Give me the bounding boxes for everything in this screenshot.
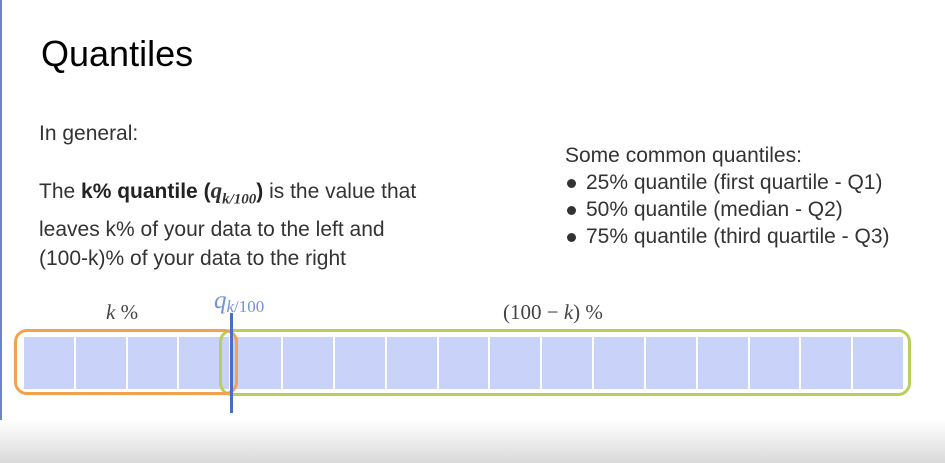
definition-close-paren: ) <box>256 180 264 203</box>
quantile-marker-label: qk/100 <box>214 287 264 317</box>
left-label-unit: % <box>115 300 139 324</box>
list-item: 75% quantile (third quartile - Q3) <box>565 223 890 250</box>
data-cell <box>231 337 284 389</box>
quantile-symbol: qk/100 <box>210 178 257 208</box>
slide-title: Quantiles <box>41 33 194 74</box>
data-cell <box>749 337 802 389</box>
quantile-marker-sub-var: k <box>226 297 235 317</box>
quantile-symbol-subscript: k/100 <box>222 191 257 208</box>
data-cell <box>645 337 698 389</box>
data-bar <box>24 337 904 389</box>
quantile-marker-sub-rest: /100 <box>234 297 265 317</box>
list-item: 50% quantile (median - Q2) <box>565 196 890 223</box>
quantile-line <box>230 313 233 413</box>
data-cell <box>542 337 595 389</box>
right-portion-label: (100 − k) % <box>503 300 603 325</box>
definition-open-paren: ( <box>197 180 211 203</box>
data-cell <box>594 337 646 389</box>
quantile-marker-letter: q <box>214 287 227 314</box>
common-quantiles: Some common quantiles: 25% quantile (fir… <box>565 142 890 250</box>
data-cell <box>75 337 128 389</box>
quantile-symbol-letter: q <box>210 178 223 203</box>
data-cell <box>334 337 387 389</box>
data-cell <box>283 337 335 389</box>
data-cell <box>24 337 76 389</box>
definition-term: k% quantile <box>81 180 198 203</box>
quantile-marker-subscript: k/100 <box>227 297 265 316</box>
left-label-variable: k <box>106 300 116 324</box>
left-portion-label: k % <box>106 300 138 325</box>
right-label-close: ) % <box>573 300 603 324</box>
slide-left-border <box>0 0 2 430</box>
bottom-shadow <box>0 420 945 463</box>
right-group-outline <box>219 329 911 396</box>
data-cell <box>490 337 543 389</box>
definition-paragraph: The k% quantile (qk/100) is the value th… <box>39 176 419 273</box>
intro-text: In general: <box>39 122 139 145</box>
data-cell <box>801 337 854 389</box>
common-quantiles-heading: Some common quantiles: <box>565 144 802 167</box>
left-group-outline <box>14 329 238 395</box>
data-cell <box>438 337 491 389</box>
data-cell <box>697 337 750 389</box>
data-cell <box>127 337 180 389</box>
right-label-variable: k <box>563 300 574 324</box>
common-quantiles-list: 25% quantile (first quartile - Q1) 50% q… <box>565 169 890 250</box>
definition-prefix: The <box>39 180 82 203</box>
list-item: 25% quantile (first quartile - Q1) <box>565 169 890 196</box>
definition-rest: is the value that leaves k% of your data… <box>39 180 417 270</box>
data-cell <box>853 337 904 389</box>
data-cell <box>386 337 439 389</box>
right-label-open: (100 − <box>503 300 564 324</box>
